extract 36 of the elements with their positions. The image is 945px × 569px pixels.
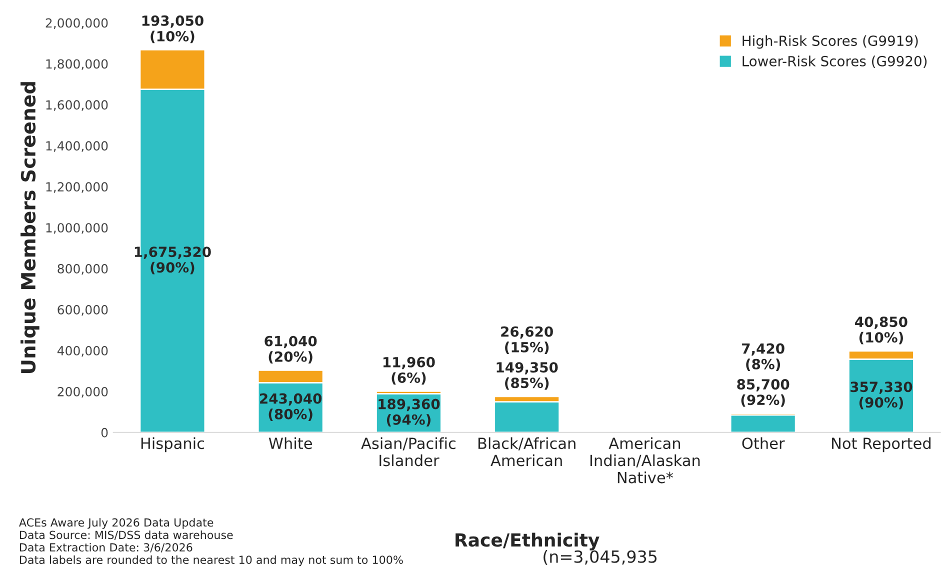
x-tick-label: Black/African American — [478, 437, 576, 466]
x-tick-label: White — [268, 437, 312, 450]
data-label: 40,850 (10%) — [855, 316, 908, 344]
data-label: 26,620 (15%) — [501, 326, 553, 354]
y-tick-label: 1,200,000 — [46, 182, 108, 193]
data-label: 149,350 (85%) — [496, 362, 558, 390]
x-tick-label: Hispanic — [141, 437, 204, 452]
y-tick-label: 1,000,000 — [46, 223, 108, 234]
text: ACEs Aware July 2026 Data Update Data Source: MIS/DSS data warehouse Data Extraction Date: 3/6/2026 Data labels are rounded to the nearest 10 and may not sum to 100% — [18, 518, 403, 566]
x-axis-title: Race/Ethnicity — [456, 532, 600, 550]
data-label: 243,040 (80%) — [260, 393, 322, 421]
x-tick-label: Not Reported — [832, 437, 931, 452]
x-tick-label: Other — [742, 437, 785, 450]
data-label: 193,050 (10%) — [142, 15, 204, 44]
x-tick-label: American Indian/Alaskan Native* — [590, 437, 700, 484]
y-tick-label: 0 — [101, 428, 108, 438]
data-label: 11,960 (6%) — [383, 356, 435, 385]
x-tick-label: Asian/Pacific Islander — [361, 437, 456, 466]
y-tick-label: 400,000 — [57, 346, 108, 357]
y-tick-label: 600,000 — [58, 305, 108, 316]
y-tick-label: 1,800,000 — [46, 59, 108, 70]
data-label: 7,420 (8%) — [742, 343, 784, 371]
y-tick-label: 2,000,000 — [46, 18, 108, 29]
legend-label: Lower-Risk Scores (G9920) — [742, 56, 927, 68]
data-label: 189,360 (94%) — [378, 398, 440, 426]
y-tick-label: 200,000 — [58, 386, 108, 398]
data-label: 61,040 (20%) — [264, 336, 317, 364]
bar — [730, 414, 796, 432]
y-tick-label: 1,600,000 — [46, 100, 108, 111]
y-tick-label: 800,000 — [58, 264, 108, 275]
text: (n=3,045,935 — [544, 550, 657, 565]
legend-label: High-Risk Scores (G9919) — [742, 35, 918, 49]
data-label: 85,700 (92%) — [737, 379, 790, 407]
y-tick-label: 1,400,000 — [46, 141, 108, 152]
y-axis-title: Unique Members Screened — [20, 82, 40, 373]
data-label: 357,330 (90%) — [850, 382, 912, 410]
